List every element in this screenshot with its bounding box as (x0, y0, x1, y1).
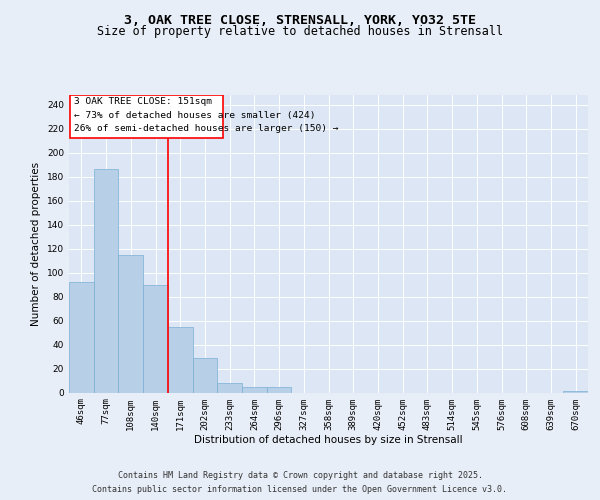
Bar (69, 282, 94, 393)
Text: 3 OAK TREE CLOSE: 151sqm: 3 OAK TREE CLOSE: 151sqm (74, 98, 212, 106)
Text: 26% of semi-detached houses are larger (150) →: 26% of semi-detached houses are larger (… (74, 124, 338, 133)
Bar (94, 170, 118, 392)
Bar (242, 386, 267, 392)
Y-axis label: Number of detached properties: Number of detached properties (31, 162, 41, 326)
Bar (168, 326, 193, 392)
FancyBboxPatch shape (70, 95, 223, 138)
Text: Contains HM Land Registry data © Crown copyright and database right 2025.: Contains HM Land Registry data © Crown c… (118, 472, 482, 480)
Text: Contains public sector information licensed under the Open Government Licence v3: Contains public sector information licen… (92, 484, 508, 494)
Bar (193, 358, 217, 392)
Bar (143, 284, 168, 393)
Bar (217, 383, 242, 392)
Text: Size of property relative to detached houses in Strensall: Size of property relative to detached ho… (97, 24, 503, 38)
X-axis label: Distribution of detached houses by size in Strensall: Distribution of detached houses by size … (194, 435, 463, 445)
Text: ← 73% of detached houses are smaller (424): ← 73% of detached houses are smaller (42… (74, 110, 316, 120)
Text: 3, OAK TREE CLOSE, STRENSALL, YORK, YO32 5TE: 3, OAK TREE CLOSE, STRENSALL, YORK, YO32… (124, 14, 476, 26)
Bar (267, 386, 292, 392)
Bar (118, 254, 143, 392)
